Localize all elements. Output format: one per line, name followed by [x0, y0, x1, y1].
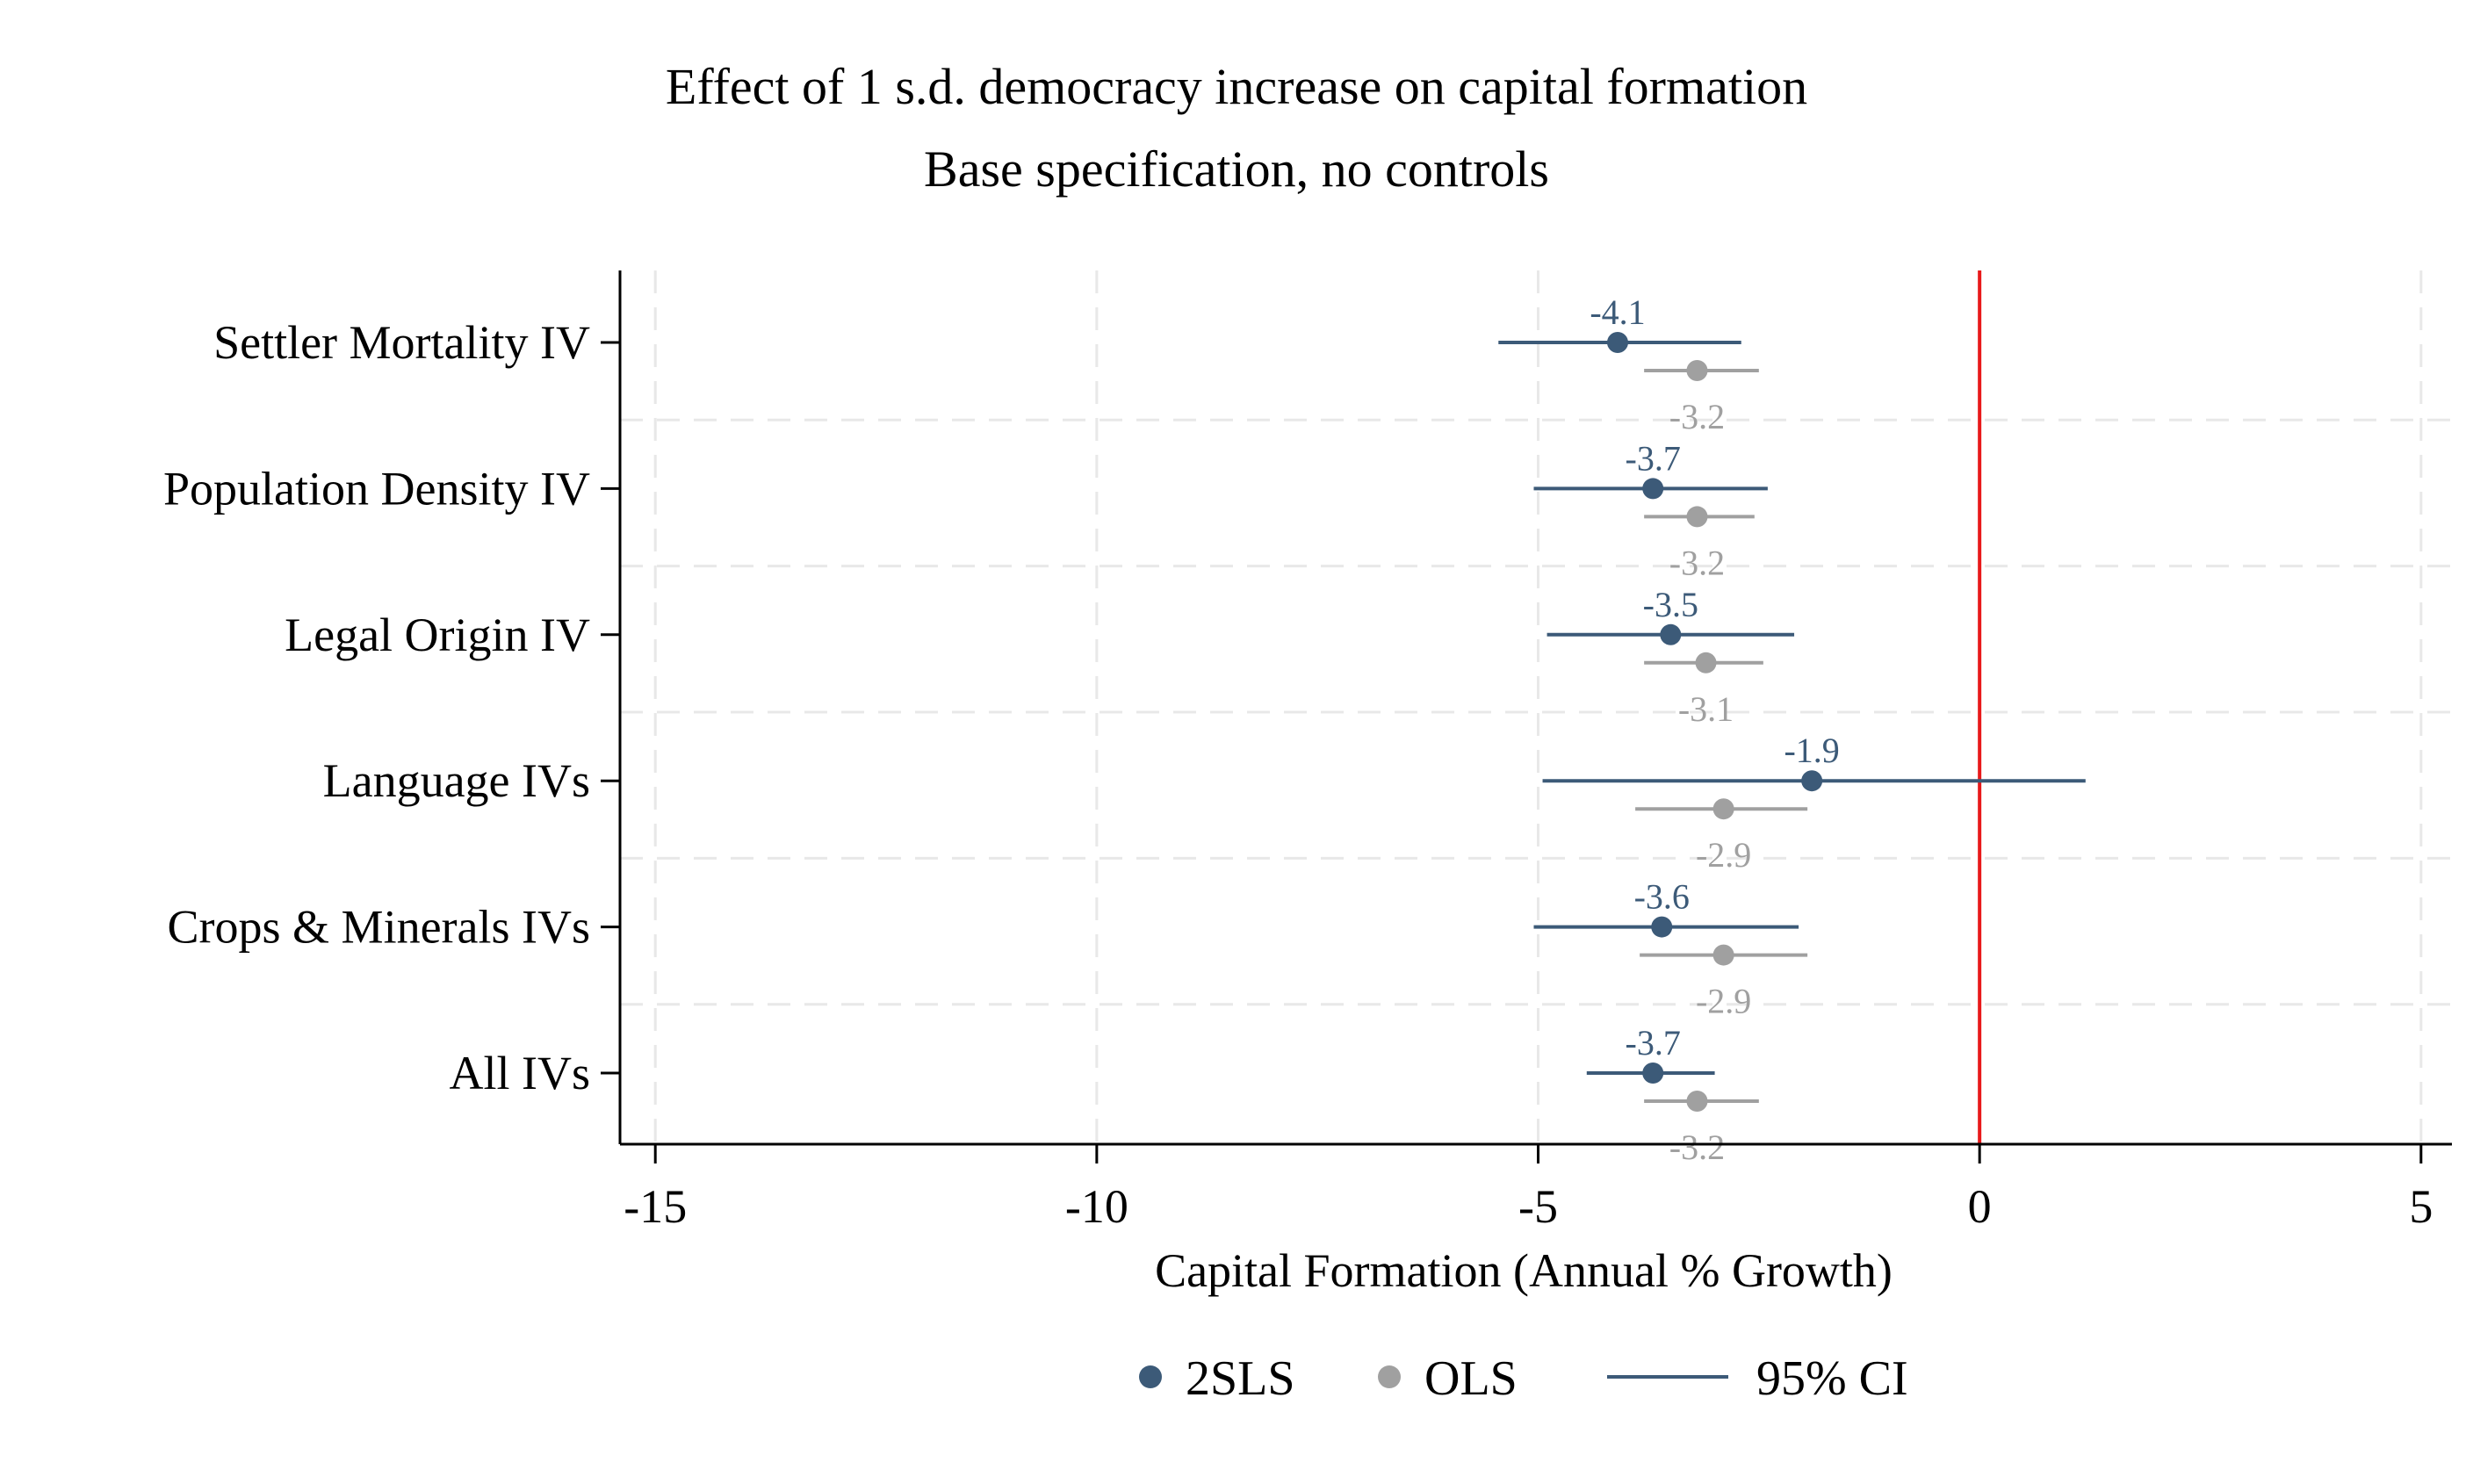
ols-point-2 — [1695, 652, 1717, 674]
tsls-point-4 — [1651, 916, 1673, 938]
x-tick-label-4: 5 — [2409, 1180, 2433, 1233]
legend-marker-ols — [1378, 1365, 1401, 1388]
tsls-label-5: -3.7 — [1626, 1023, 1681, 1063]
legend: 2SLS OLS 95% CI — [1139, 1351, 1908, 1406]
legend-label-ols: OLS — [1424, 1351, 1518, 1406]
ols-label-3: -2.9 — [1696, 835, 1751, 875]
ols-point-5 — [1686, 1091, 1708, 1112]
y-tick-label-5: All IVs — [450, 1047, 591, 1099]
tsls-point-2 — [1660, 623, 1682, 645]
legend-label-ci: 95% CI — [1756, 1351, 1908, 1406]
y-tick-label-0: Settler Mortality IV — [213, 316, 590, 369]
tsls-label-1: -3.7 — [1626, 438, 1681, 478]
x-tick-label-3: 0 — [1968, 1180, 1992, 1233]
data-points — [1606, 332, 1823, 1112]
legend-marker-2sls — [1139, 1365, 1162, 1388]
y-tick-label-3: Language IVs — [323, 754, 590, 807]
y-tick-label-2: Legal Origin IV — [285, 609, 590, 661]
ols-point-4 — [1712, 944, 1734, 966]
ols-label-1: -3.2 — [1669, 543, 1725, 582]
tsls-label-3: -1.9 — [1784, 731, 1839, 770]
tsls-label-4: -3.6 — [1634, 877, 1690, 917]
ols-label-4: -2.9 — [1696, 982, 1751, 1021]
legend-label-2sls: 2SLS — [1186, 1351, 1295, 1406]
data-labels: -4.1-3.2-3.7-3.2-3.5-3.1-1.9-2.9-3.6-2.9… — [1590, 292, 1839, 1167]
chart-subtitle: Base specification, no controls — [924, 140, 1549, 198]
y-tick-label-4: Crops & Minerals IVs — [168, 901, 590, 954]
tsls-label-2: -3.5 — [1643, 585, 1698, 624]
x-tick-label-2: -5 — [1518, 1180, 1558, 1233]
gridlines — [620, 270, 2452, 1144]
ols-label-0: -3.2 — [1669, 397, 1725, 436]
y-axis-ticks: Settler Mortality IV Population Density I… — [163, 316, 620, 1099]
tsls-label-0: -4.1 — [1590, 292, 1645, 332]
ols-point-3 — [1712, 798, 1734, 820]
x-axis-ticks: -15 -10 -5 0 5 — [624, 1144, 2433, 1233]
chart-title: Effect of 1 s.d. democracy increase on c… — [666, 58, 1807, 115]
x-axis-label: Capital Formation (Annual % Growth) — [1155, 1244, 1893, 1297]
x-tick-label-0: -15 — [624, 1180, 687, 1233]
ols-point-0 — [1686, 360, 1708, 381]
tsls-point-3 — [1801, 770, 1823, 792]
ols-point-1 — [1686, 506, 1708, 528]
y-tick-label-1: Population Density IV — [163, 462, 590, 515]
ols-label-2: -3.1 — [1678, 689, 1734, 729]
tsls-point-1 — [1642, 478, 1664, 500]
x-tick-label-1: -10 — [1065, 1180, 1128, 1233]
tsls-point-5 — [1642, 1063, 1664, 1084]
tsls-point-0 — [1606, 332, 1628, 353]
ols-label-5: -3.2 — [1669, 1127, 1725, 1167]
